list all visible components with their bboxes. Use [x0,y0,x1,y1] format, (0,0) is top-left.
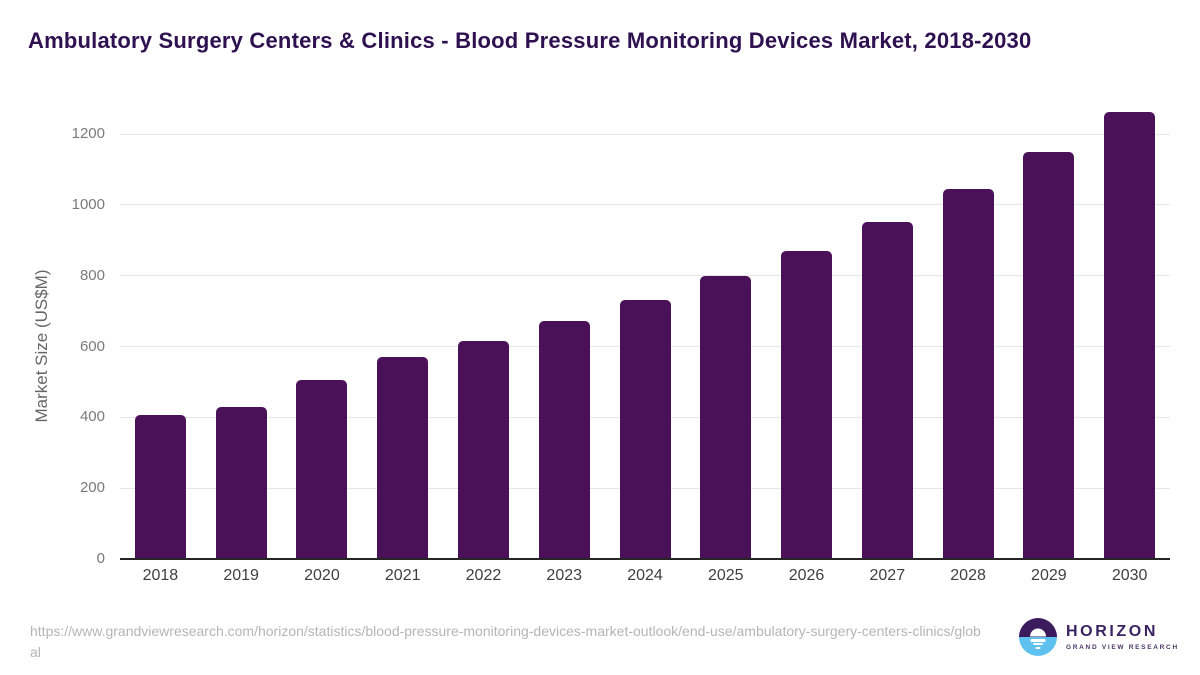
bar-2020[interactable] [296,379,348,559]
bar-2026[interactable] [781,250,833,559]
x-tick-label-2025: 2025 [707,567,744,584]
reflection-line-icon [1033,643,1043,645]
x-axis-line [120,557,1170,560]
y-tick-label-1000: 1000 [71,195,105,213]
x-tick-label-2027: 2027 [869,567,906,584]
reflection-line-icon [1030,639,1046,642]
bar-2018[interactable] [134,414,186,559]
x-tick-label-2019: 2019 [223,567,259,584]
x-tick-label-2030: 2030 [1111,567,1148,584]
bar-2030[interactable] [1104,111,1156,559]
x-tick-label-2018: 2018 [142,567,179,584]
source-url: https://www.grandviewresearch.com/horizo… [30,623,981,660]
x-tick-label-2026: 2026 [788,567,825,584]
logo-subtitle: GRAND VIEW RESEARCH [1066,643,1179,651]
y-tick-label-0: 0 [96,550,105,567]
bar-2021[interactable] [377,357,429,559]
gridline-1000 [120,204,1170,206]
y-tick-label-600: 600 [79,337,105,355]
y-tick-label-800: 800 [79,266,105,284]
x-tick-label-2024: 2024 [627,567,663,584]
bar-2023[interactable] [538,321,590,559]
y-tick-label-400: 400 [79,408,105,426]
bar-2025[interactable] [700,275,752,559]
bar-2019[interactable] [215,406,267,559]
bar-2027[interactable] [861,221,913,559]
logo-text: HORIZON GRAND VIEW RESEARCH [1066,623,1179,651]
logo-wordmark: HORIZON [1066,623,1158,641]
y-tick-label-200: 200 [79,479,105,497]
x-tick-label-2029: 2029 [1031,567,1067,584]
x-tick-label-2021: 2021 [384,567,421,584]
gridline-1200 [120,133,1170,135]
bar-2024[interactable] [619,300,671,559]
reflection-line-icon [1035,646,1041,649]
horizon-logo: HORIZON GRAND VIEW RESEARCH [1019,618,1179,656]
sun-dome-icon [1030,628,1046,637]
horizon-sunrise-circle-icon [1019,618,1057,656]
page-title: Ambulatory Surgery Centers & Clinics - B… [28,28,1032,53]
x-tick-label-2020: 2020 [304,567,340,584]
x-tick-label-2022: 2022 [465,567,502,584]
bar-2028[interactable] [942,188,994,559]
x-tick-label-2028: 2028 [950,567,986,584]
y-tick-label-1200: 1200 [71,125,105,142]
gridline-800 [120,275,1170,277]
bar-2029[interactable] [1023,152,1075,559]
bar-2022[interactable] [457,340,509,559]
x-tick-label-2023: 2023 [546,567,583,584]
